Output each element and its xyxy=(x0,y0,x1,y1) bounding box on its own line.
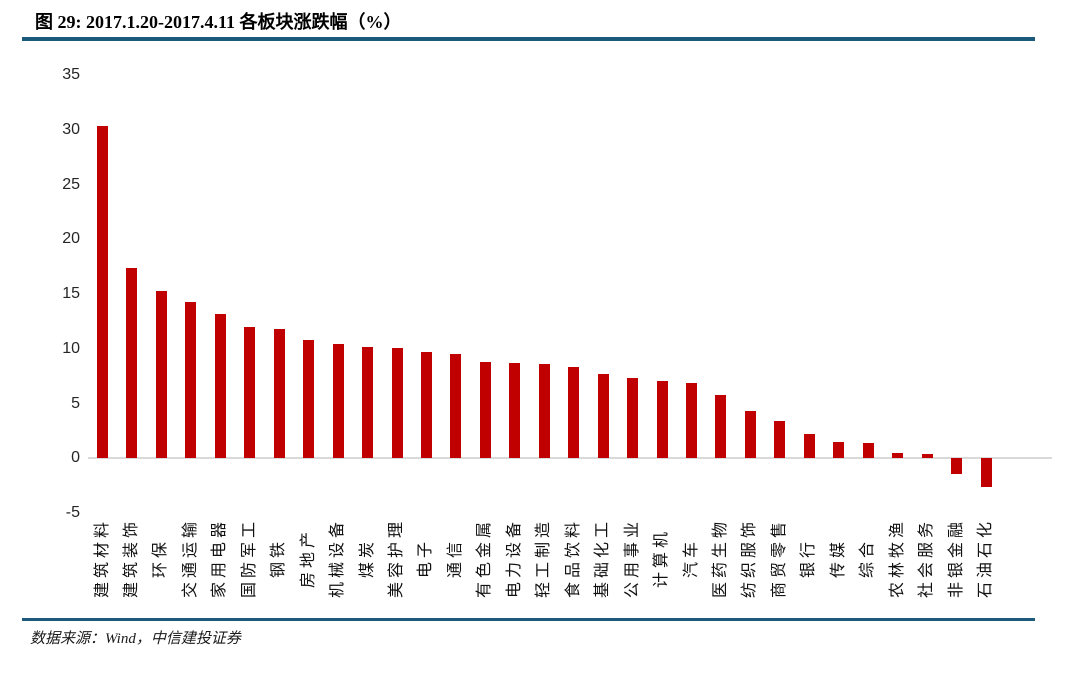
x-axis-label: 传媒 xyxy=(829,538,847,579)
chart-title: 图 29: 2017.1.20-2017.4.11 各板块涨跌幅（%） xyxy=(35,12,402,32)
x-axis-label: 交通运输 xyxy=(181,518,199,599)
x-axis-label: 农林牧渔 xyxy=(888,518,906,599)
x-axis-label: 建筑装饰 xyxy=(122,518,140,599)
bar xyxy=(803,434,815,459)
bar xyxy=(951,458,963,474)
y-axis-tick-label: -5 xyxy=(65,504,80,521)
x-axis-label: 煤炭 xyxy=(358,538,376,579)
y-axis-tick-label: 35 xyxy=(62,66,80,83)
bar xyxy=(362,346,374,459)
bar xyxy=(509,362,521,459)
x-axis-label: 环保 xyxy=(152,538,170,579)
bar xyxy=(921,453,933,459)
y-axis-tick-label: 25 xyxy=(62,175,80,193)
bar xyxy=(892,452,904,459)
x-axis-label: 公用事业 xyxy=(623,518,641,599)
bar xyxy=(420,352,432,459)
bar xyxy=(597,373,609,459)
x-axis-label: 钢铁 xyxy=(270,538,288,579)
x-axis-label: 石油石化 xyxy=(977,518,994,599)
x-axis-label: 美容护理 xyxy=(388,518,405,599)
y-axis-tick-label: 10 xyxy=(62,339,80,357)
bar xyxy=(656,380,668,459)
bar xyxy=(303,339,315,459)
bar xyxy=(862,442,874,459)
bar xyxy=(744,411,756,459)
bar xyxy=(214,313,226,459)
x-axis-label: 非银金融 xyxy=(947,518,965,599)
x-axis-label: 机械设备 xyxy=(329,518,347,599)
bar xyxy=(538,364,550,459)
y-axis-tick-label: 5 xyxy=(71,394,80,412)
x-axis-label: 商贸零售 xyxy=(770,518,788,599)
x-axis-label: 建筑材料 xyxy=(93,518,111,599)
footer-rule xyxy=(22,618,1035,621)
bar xyxy=(97,126,108,459)
y-axis-tick-label: 20 xyxy=(62,230,80,248)
x-axis-label: 家用电器 xyxy=(211,518,229,599)
bar xyxy=(715,394,727,459)
bar xyxy=(244,326,256,459)
bar xyxy=(273,329,285,459)
x-axis-label: 食品饮料 xyxy=(564,518,582,599)
data-source-note: 数据来源：Wind，中信建投证券 xyxy=(30,631,241,647)
zero-baseline xyxy=(88,457,1052,460)
y-axis-tick-label: 30 xyxy=(62,120,80,138)
bar xyxy=(155,290,167,459)
y-axis-tick-label: 15 xyxy=(62,285,80,302)
x-axis-label: 电子 xyxy=(417,538,435,579)
bar xyxy=(391,347,403,459)
bar xyxy=(627,378,639,459)
x-axis-label: 综合 xyxy=(859,538,877,579)
x-axis-label: 汽车 xyxy=(682,538,700,579)
x-axis-label: 社会服务 xyxy=(918,518,936,599)
bar xyxy=(774,421,786,459)
bar xyxy=(568,367,580,459)
x-axis-label: 医药生物 xyxy=(711,518,729,599)
x-axis-label: 房地产 xyxy=(299,528,317,589)
x-axis-label: 轻工制造 xyxy=(535,518,553,599)
x-axis-label: 计算机 xyxy=(653,528,671,589)
title-underline-rule xyxy=(22,37,1035,41)
x-axis-label: 通信 xyxy=(446,538,464,579)
x-axis-label: 国防军工 xyxy=(240,518,258,599)
bar xyxy=(980,458,992,487)
bar xyxy=(185,301,197,459)
bar xyxy=(686,382,697,459)
bar xyxy=(450,354,462,459)
bar xyxy=(479,361,491,459)
x-axis-label: 银行 xyxy=(800,538,818,579)
bar xyxy=(332,344,344,459)
bar xyxy=(126,267,138,459)
x-axis-label: 有色金属 xyxy=(476,518,494,599)
bar xyxy=(833,441,845,459)
x-axis-label: 纺织服饰 xyxy=(741,518,759,599)
x-axis-label: 基础化工 xyxy=(594,518,612,599)
y-axis-tick-label: 0 xyxy=(71,449,80,467)
x-axis-label: 电力设备 xyxy=(505,518,523,599)
